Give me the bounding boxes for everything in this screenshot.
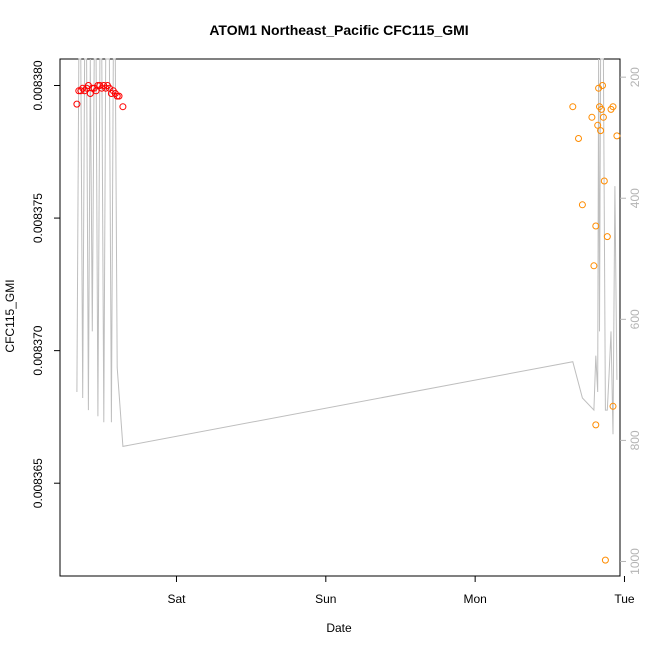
y2-tick-label-400: 400 xyxy=(628,188,642,208)
secondary-series-line xyxy=(76,58,618,447)
data-point-s1-13 xyxy=(600,177,608,185)
data-point-s1-3 xyxy=(588,113,596,121)
data-point-s1-10 xyxy=(598,105,605,113)
data-point-s1-12 xyxy=(599,113,607,121)
data-point-s1-9 xyxy=(597,127,605,135)
data-point-s1-11 xyxy=(599,82,606,89)
data-point-s0-23 xyxy=(119,103,127,111)
plot-frame xyxy=(59,58,621,577)
data-point-s1-17 xyxy=(609,103,617,111)
y2-tick-label-600: 600 xyxy=(628,309,642,329)
y-tick-label-0.008380: 0.008380 xyxy=(31,60,45,110)
data-point-s1-18 xyxy=(613,132,621,140)
y2-axis: 200 400 600 800 1000 xyxy=(620,67,642,575)
data-point-s0-22 xyxy=(115,92,123,100)
data-point-s1-19 xyxy=(592,421,600,429)
y-tick-label-0.008370: 0.008370 xyxy=(31,325,45,375)
y-axis-label: CFC115_GMI xyxy=(3,279,17,352)
x-axis-label: Date xyxy=(326,621,352,635)
data-point-s1-6 xyxy=(594,121,602,129)
chart-title: ATOM1 Northeast_Pacific CFC115_GMI xyxy=(209,22,468,38)
data-point-s1-0 xyxy=(569,103,577,111)
x-axis: Sat Sun Mon Tue xyxy=(167,576,635,606)
x-tick-label-Sat: Sat xyxy=(167,592,186,606)
y-tick-label-0.008375: 0.008375 xyxy=(31,193,45,243)
x-tick-label-Sun: Sun xyxy=(315,592,336,606)
data-point-s0-0 xyxy=(73,100,81,108)
data-point-s1-2 xyxy=(578,201,586,209)
y2-tick-label-800: 800 xyxy=(628,430,642,450)
data-point-s1-4 xyxy=(590,262,598,270)
data-point-s1-5 xyxy=(592,222,600,230)
secondary-line xyxy=(76,58,618,447)
y2-tick-label-200: 200 xyxy=(628,67,642,87)
y2-tick-label-1000: 1000 xyxy=(628,548,642,575)
data-point-s1-1 xyxy=(575,135,582,142)
y-tick-label-0.008365: 0.008365 xyxy=(31,458,45,508)
x-tick-label-Mon: Mon xyxy=(463,592,486,606)
data-point-s1-15 xyxy=(603,233,611,241)
data-point-s1-20 xyxy=(609,402,617,410)
y-axis: 0.008365 0.008370 0.008375 0.008380 xyxy=(31,60,60,508)
data-points xyxy=(73,82,621,564)
x-tick-label-Tue: Tue xyxy=(614,592,635,606)
data-point-s1-14 xyxy=(601,556,609,564)
